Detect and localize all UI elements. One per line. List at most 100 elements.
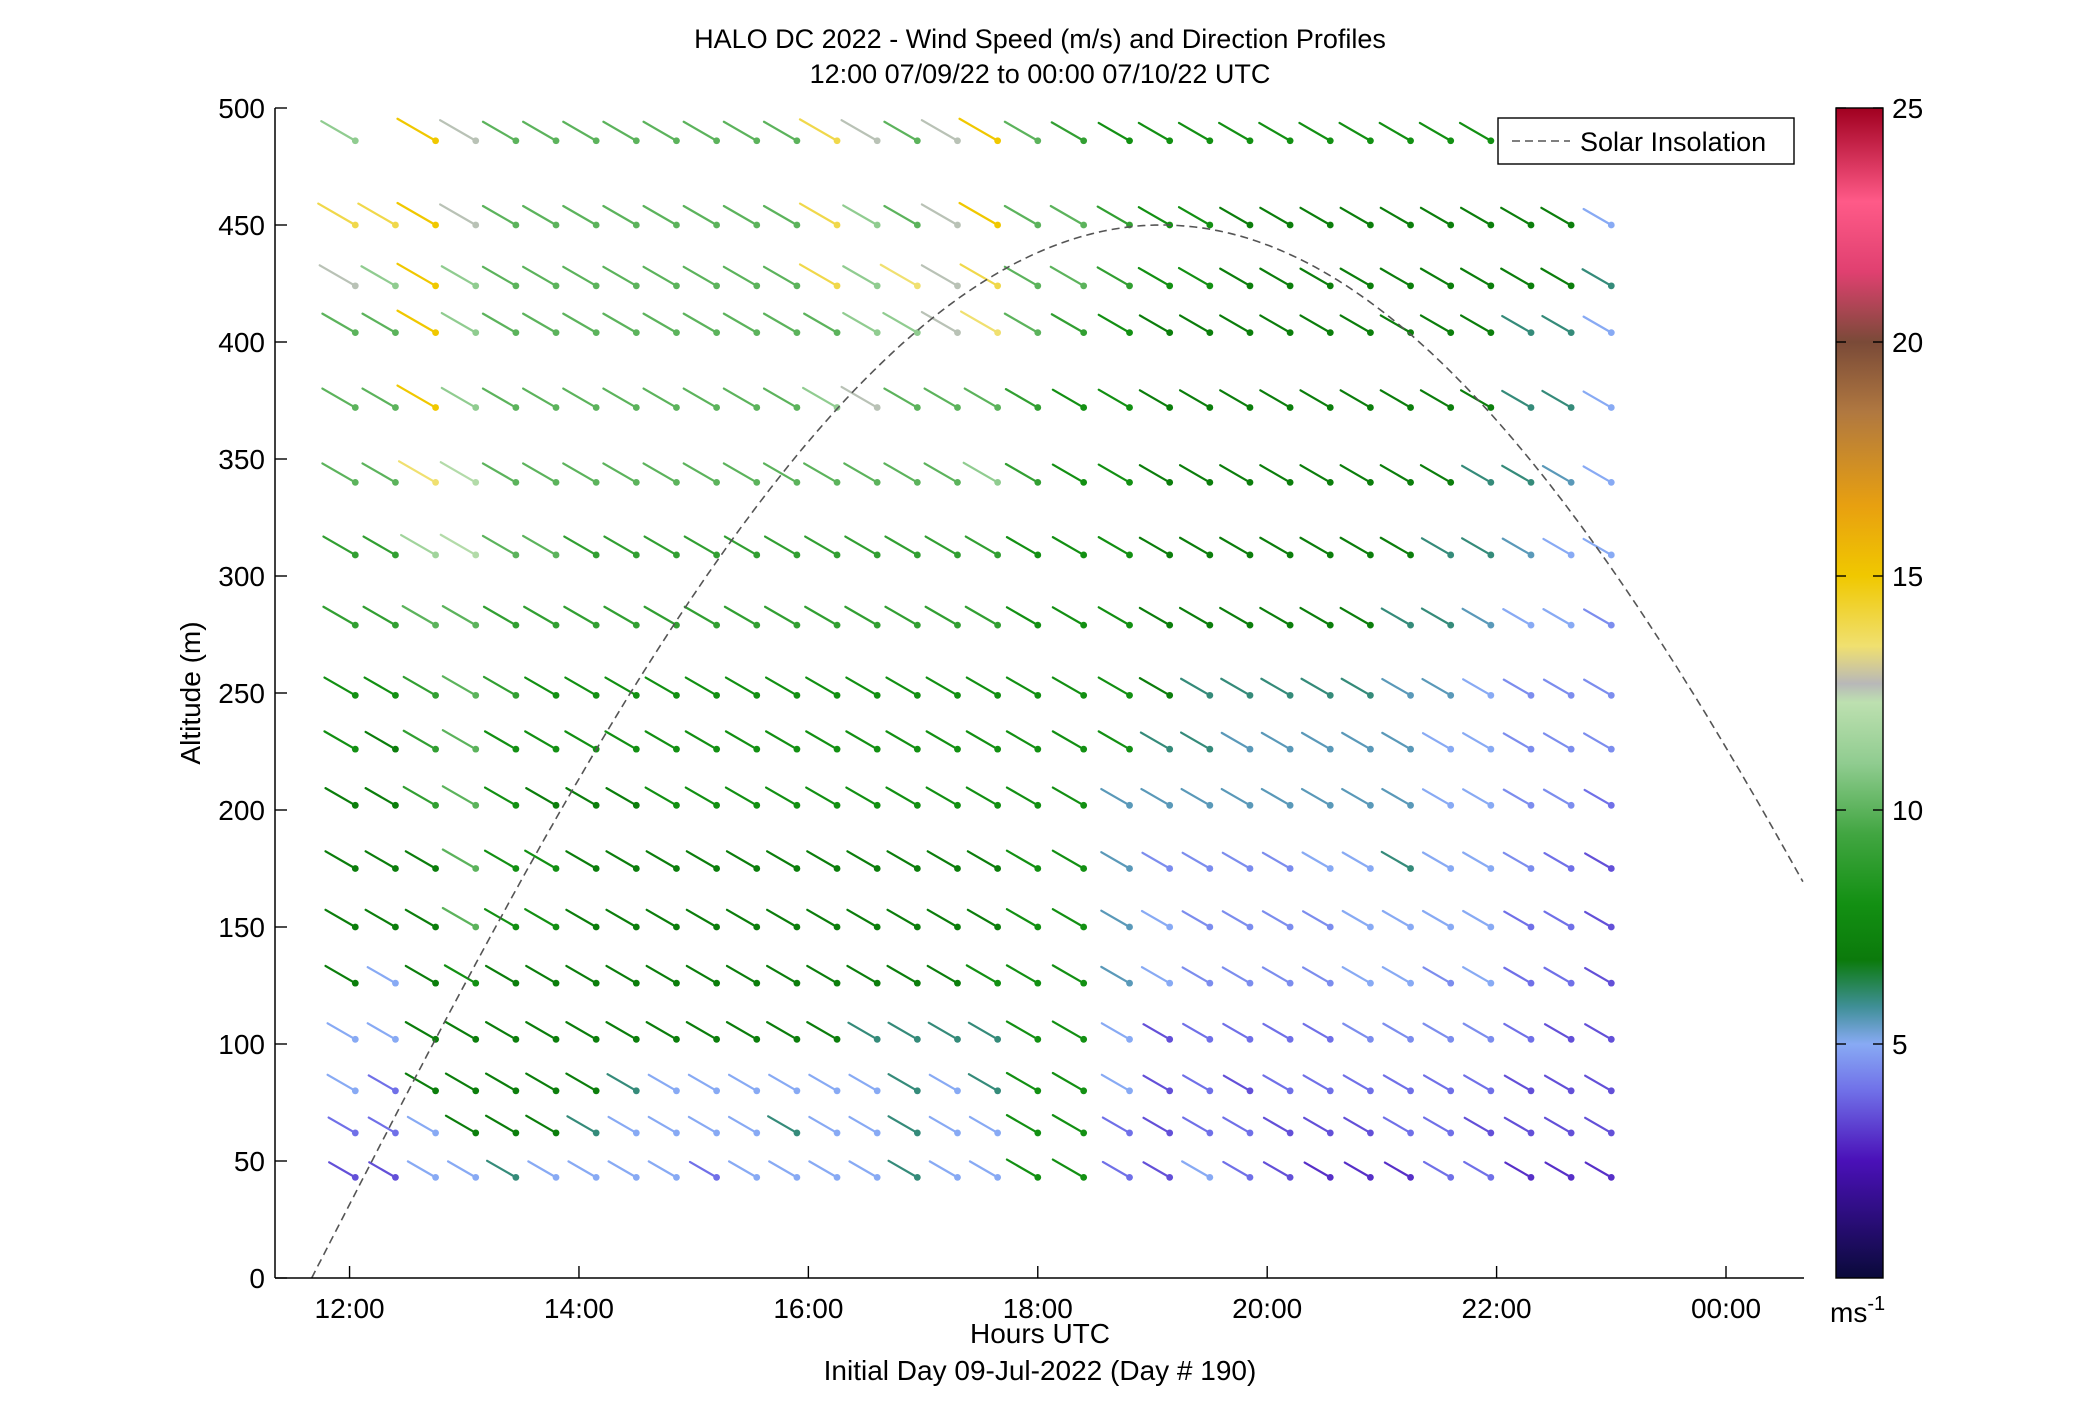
wind-barb	[1260, 731, 1294, 753]
wind-barb	[1584, 852, 1615, 872]
wind-barb	[1421, 909, 1455, 931]
wind-barb-head	[1206, 621, 1214, 629]
wind-barb-head	[1166, 1173, 1174, 1181]
wind-barb-shaft	[1005, 786, 1039, 807]
wind-barb-head	[552, 329, 560, 337]
wind-barb	[439, 461, 480, 486]
wind-barb-head	[1080, 137, 1088, 145]
wind-barb-shaft	[1260, 677, 1292, 697]
wind-barb	[1419, 389, 1455, 411]
wind-barb-shaft	[883, 462, 919, 484]
wind-barb	[920, 310, 961, 337]
wind-barb-head	[512, 1173, 520, 1181]
wind-barb-head	[713, 621, 721, 629]
wind-barb	[1419, 314, 1455, 337]
wind-barb-shaft	[763, 535, 799, 557]
wind-barb	[605, 850, 640, 872]
wind-barb-head	[592, 979, 600, 987]
wind-barb-head	[994, 137, 1002, 145]
wind-barb-shaft	[1302, 1022, 1332, 1041]
wind-barb-shaft	[1582, 537, 1613, 557]
wind-barb-head	[913, 691, 921, 699]
wind-barb-head	[1567, 865, 1575, 872]
wind-barb-head	[472, 621, 480, 629]
wind-barb	[843, 462, 881, 486]
wind-barb	[1343, 1161, 1374, 1181]
wind-barb	[687, 1115, 721, 1137]
wind-barb	[724, 786, 761, 809]
wind-barb-head	[793, 801, 801, 809]
wind-barb-shaft	[645, 850, 678, 870]
wind-barb	[879, 263, 921, 290]
wind-barb	[1100, 787, 1133, 809]
wind-barb	[1003, 265, 1042, 290]
wind-barb	[1301, 851, 1334, 872]
wind-barb-shaft	[1343, 1116, 1372, 1135]
wind-barb-head	[1407, 745, 1414, 753]
wind-barb	[324, 908, 359, 931]
wind-barb-head	[793, 865, 801, 872]
wind-barb	[1005, 676, 1042, 699]
wind-barb	[1541, 389, 1575, 411]
wind-barb-head	[1527, 1129, 1535, 1137]
wind-barb-head	[432, 137, 439, 145]
wind-barb	[1343, 1116, 1374, 1137]
wind-barb-shaft	[1005, 730, 1039, 751]
wind-barb	[1582, 207, 1615, 229]
wind-barb-shaft	[1418, 121, 1452, 142]
wind-barb-shaft	[762, 387, 799, 409]
wind-barb	[481, 462, 520, 486]
wind-barb-head	[954, 137, 961, 145]
wind-barb-head	[432, 282, 439, 290]
wind-barb	[396, 309, 439, 337]
wind-barb-shaft	[482, 605, 517, 627]
wind-barb	[846, 850, 881, 872]
wind-barb	[808, 1115, 841, 1137]
wind-barb-shaft	[647, 1073, 678, 1092]
wind-barb	[803, 462, 841, 486]
wind-barb	[1138, 677, 1174, 699]
wind-barb	[1005, 1071, 1042, 1095]
wind-barb	[1300, 677, 1334, 699]
wind-barb-shaft	[682, 265, 718, 287]
wind-barb	[1542, 678, 1575, 699]
wind-barb	[1262, 1074, 1294, 1095]
wind-barb	[483, 849, 520, 872]
wind-barb-head	[392, 1173, 399, 1181]
wind-barb-head	[1447, 801, 1455, 809]
wind-barb-head	[392, 282, 399, 290]
wind-barb	[1261, 851, 1294, 872]
wind-barb-shaft	[444, 1072, 477, 1092]
wind-barb-head	[1527, 479, 1535, 486]
wind-barb	[1583, 678, 1615, 699]
wind-barb	[722, 387, 761, 411]
wind-barb-head	[592, 1173, 600, 1181]
wind-barb-head	[592, 551, 600, 559]
wind-barb-head	[1367, 745, 1374, 753]
wind-barb-head	[1326, 551, 1334, 559]
wind-barb	[722, 204, 761, 229]
wind-barb-shaft	[603, 605, 638, 627]
wind-barb-shaft	[764, 786, 799, 807]
wind-barb-shaft	[926, 908, 959, 929]
wind-barb-head	[472, 1087, 480, 1095]
wind-barb-shaft	[847, 1021, 879, 1041]
wind-barb-shaft	[317, 202, 357, 227]
wind-barb-head	[954, 1173, 961, 1181]
wind-barb-shaft	[565, 1021, 598, 1041]
wind-barb-head	[913, 1087, 921, 1095]
colorbar-unit-exponent: -1	[1867, 1293, 1885, 1315]
wind-barb-head	[1246, 1035, 1254, 1043]
wind-barb-head	[1206, 1087, 1214, 1095]
wind-barb-head	[472, 551, 480, 559]
wind-barb	[1179, 731, 1214, 753]
wind-barb	[1051, 849, 1088, 872]
wind-barb-shaft	[406, 1115, 437, 1135]
wind-barb-shaft	[920, 119, 959, 142]
wind-barb-shaft	[968, 1160, 999, 1179]
wind-barb-head	[753, 801, 761, 809]
wind-barb	[1261, 966, 1294, 987]
wind-barb-head	[1326, 1035, 1334, 1043]
wind-barb	[441, 906, 480, 931]
wind-barb-shaft	[1139, 731, 1171, 751]
